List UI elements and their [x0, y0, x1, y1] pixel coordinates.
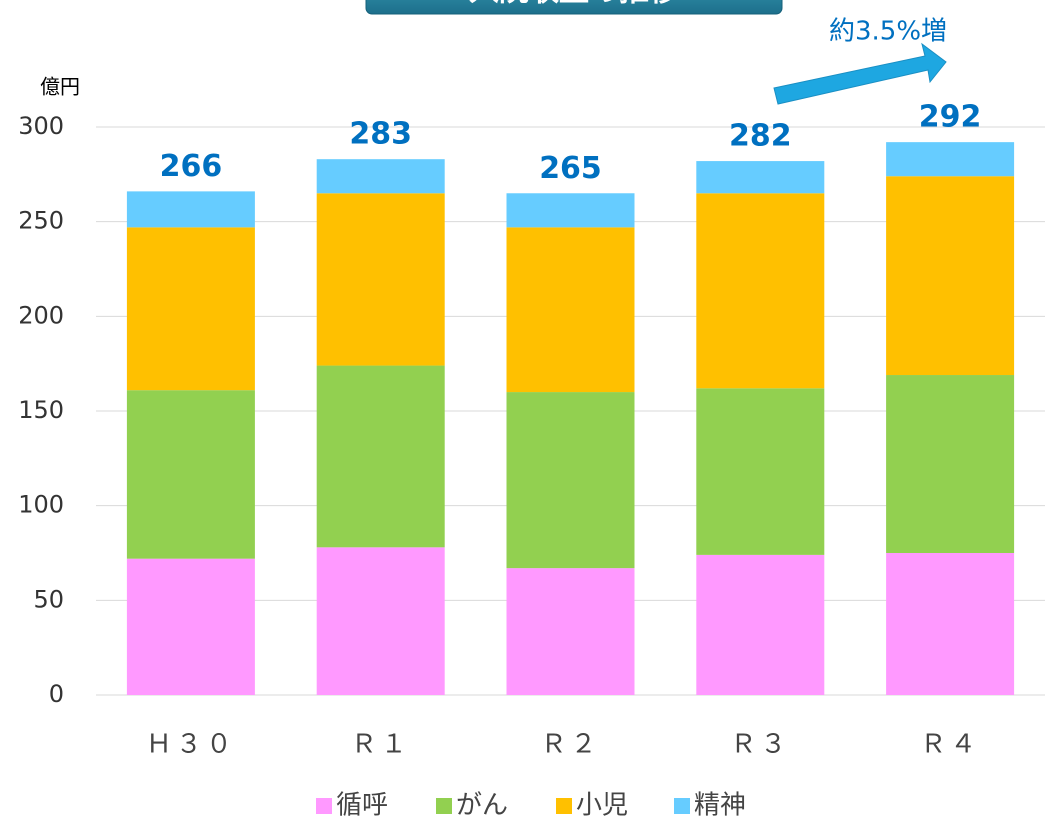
- y-tick-label: 0: [49, 680, 64, 708]
- total-label: 283: [349, 117, 412, 152]
- bar-segment: [316, 193, 445, 366]
- bar-segment: [506, 193, 635, 228]
- total-label: 266: [160, 149, 223, 184]
- bar-segment: [506, 227, 635, 393]
- legend-label: 小児: [576, 791, 628, 821]
- x-tick-label: Ｒ４: [920, 730, 980, 760]
- y-tick-label: 150: [18, 396, 64, 424]
- bar-segment: [696, 193, 825, 389]
- y-tick-label: 300: [18, 112, 64, 140]
- annotation: 約3.5%増: [829, 17, 947, 47]
- bar-segment: [696, 388, 825, 555]
- bar-segment: [126, 558, 255, 695]
- x-tick-label: Ｈ３０: [146, 730, 236, 760]
- bar-segment: [506, 568, 635, 695]
- bar-segment: [696, 161, 825, 194]
- bar-segment: [886, 553, 1015, 695]
- title-box: [365, 0, 783, 15]
- chart-title: 入院収益の推移: [469, 0, 679, 9]
- bar-segment: [506, 392, 635, 569]
- legend-swatch: [674, 798, 690, 814]
- bar-segment: [886, 375, 1015, 553]
- bar-segment: [696, 554, 825, 695]
- legend-label: 精神: [694, 791, 746, 821]
- x-tick-label: Ｒ２: [540, 730, 600, 760]
- bar-segment: [126, 191, 255, 228]
- legend-swatch: [436, 798, 452, 814]
- bar-segment: [126, 390, 255, 559]
- x-tick-label: Ｒ３: [730, 730, 790, 760]
- y-tick-label: 250: [18, 207, 64, 235]
- bar-segment: [886, 176, 1015, 376]
- legend-label: 循呼: [336, 791, 388, 821]
- total-label: 265: [539, 151, 602, 186]
- y-tick-label: 200: [18, 301, 64, 329]
- bar-segment: [316, 159, 445, 194]
- total-label: 292: [919, 100, 982, 135]
- x-tick-label: Ｒ１: [351, 730, 411, 760]
- legend-swatch: [556, 798, 572, 814]
- bar-segment: [886, 142, 1015, 177]
- total-label: 282: [729, 119, 792, 154]
- bar-segment: [316, 365, 445, 548]
- arrow: [773, 42, 947, 105]
- bar-segment: [316, 547, 445, 695]
- y-tick-label: 50: [33, 585, 64, 613]
- y-axis-label: 億円: [40, 75, 80, 99]
- y-tick-label: 100: [18, 491, 64, 519]
- legend-label: がん: [456, 791, 508, 821]
- bar-segment: [126, 227, 255, 391]
- legend-swatch: [316, 798, 332, 814]
